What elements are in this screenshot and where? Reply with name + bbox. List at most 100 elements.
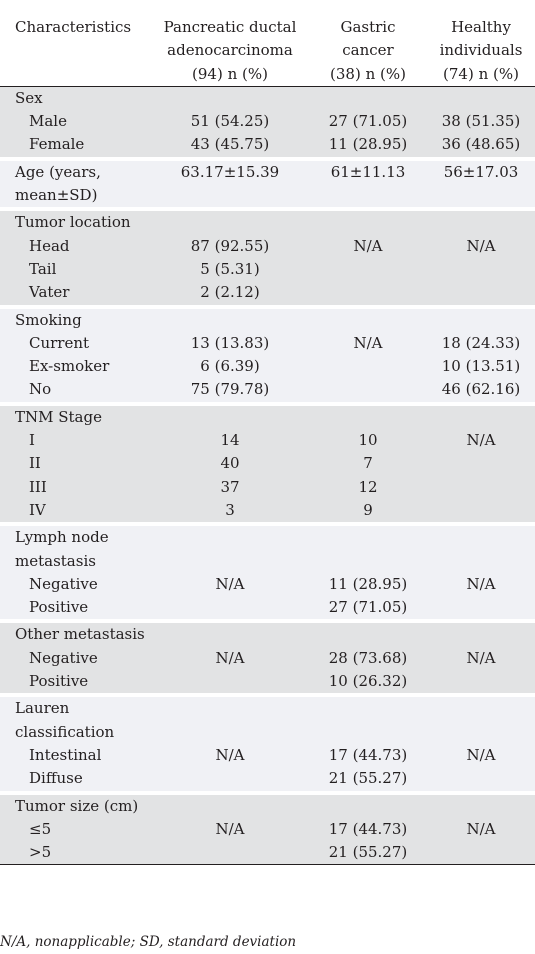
group-title: classification xyxy=(15,722,115,741)
value-cell-gastric: 10 7 12 9 xyxy=(309,405,427,527)
value-pdac: 87 (92.55) xyxy=(190,236,270,255)
value-healthy: N/A xyxy=(466,236,496,255)
row-label: Negative xyxy=(29,648,98,667)
header-gastric: Gastric cancer (38) n (%) xyxy=(309,0,427,87)
group-label-cell: Tumor size (cm) ≤5 >5 xyxy=(0,794,151,866)
group-title: Tumor size (cm) xyxy=(15,796,139,815)
value-cell-healthy: N/A xyxy=(427,211,535,309)
group-title: TNM Stage xyxy=(15,407,102,426)
table-group-row: Age (years, mean±SD) 63.17±15.39 61±11.13 56… xyxy=(0,160,535,212)
table-group-row: Lymph node metastasis Negative Positive N/A 1… xyxy=(0,526,535,624)
value-healthy: N/A xyxy=(466,819,496,838)
value-cell-pdac: N/A xyxy=(151,526,309,624)
table-container: Characteristics Pancreatic ductal adenoc… xyxy=(0,0,535,866)
row-label: Head xyxy=(29,236,70,255)
value-gastric: N/A xyxy=(353,236,383,255)
row-label: Male xyxy=(29,112,67,131)
group-title: metastasis xyxy=(15,551,96,570)
row-label: Positive xyxy=(29,672,89,691)
value-pdac: 6 (6.39) xyxy=(200,357,260,376)
table-group-row: Other metastasis Negative Positive N/A 28 (7… xyxy=(0,623,535,698)
table-group-row: Smoking Current Ex-smoker No 13 (13.83) 6 (6.… xyxy=(0,308,535,406)
row-label: >5 xyxy=(29,843,52,862)
row-label: III xyxy=(29,477,47,496)
value-gastric: N/A xyxy=(353,333,383,352)
value-pdac: 14 xyxy=(220,431,240,450)
value-gastric: 27 (71.05) xyxy=(328,112,408,131)
value-healthy: 56±17.03 xyxy=(443,162,519,181)
value-cell-pdac: N/A xyxy=(151,697,309,795)
value-cell-gastric: 11 (28.95) 27 (71.05) xyxy=(309,526,427,624)
row-label: Vater xyxy=(29,283,70,302)
value-cell-pdac: N/A xyxy=(151,623,309,698)
row-label: Female xyxy=(29,135,85,154)
value-cell-healthy: N/A xyxy=(427,623,535,698)
group-title: Other metastasis xyxy=(15,625,145,644)
value-cell-gastric: 17 (44.73) 21 (55.27) xyxy=(309,697,427,795)
header-healthy: Healthy individuals (74) n (%) xyxy=(427,0,535,87)
value-cell-gastric: 61±11.13 xyxy=(309,160,427,212)
group-label-cell: Tumor location Head Tail Vater xyxy=(0,211,151,309)
value-pdac: N/A xyxy=(215,574,245,593)
group-label-cell: Smoking Current Ex-smoker No xyxy=(0,308,151,406)
value-healthy: 18 (24.33) xyxy=(441,333,521,352)
table-group-row: Tumor size (cm) ≤5 >5 N/A 17 (44.73) 21 (55.2… xyxy=(0,794,535,866)
header-characteristics: Characteristics xyxy=(0,0,151,87)
value-gastric: 9 xyxy=(363,500,373,519)
value-cell-gastric: 28 (73.68) 10 (26.32) xyxy=(309,623,427,698)
row-label: No xyxy=(29,380,52,399)
value-cell-pdac: 51 (54.25) 43 (45.75) xyxy=(151,86,309,161)
value-cell-healthy: N/A xyxy=(427,405,535,527)
group-title: mean±SD) xyxy=(15,186,98,205)
value-pdac: N/A xyxy=(215,745,245,764)
value-gastric: 12 xyxy=(358,477,378,496)
header-row: Characteristics Pancreatic ductal adenoc… xyxy=(0,0,535,87)
table-group-row: Sex Male Female 51 (54.25) 43 (45.75) 27 (71.… xyxy=(0,86,535,161)
value-cell-healthy: 38 (51.35) 36 (48.65) xyxy=(427,86,535,161)
value-pdac: 43 (45.75) xyxy=(190,135,270,154)
group-title: Sex xyxy=(15,88,43,107)
value-gastric: 11 (28.95) xyxy=(328,574,408,593)
value-pdac: 2 (2.12) xyxy=(200,283,260,302)
row-label: Negative xyxy=(29,574,98,593)
value-gastric: 17 (44.73) xyxy=(328,745,408,764)
value-cell-pdac: 14 40 37 3 xyxy=(151,405,309,527)
value-gastric: 17 (44.73) xyxy=(328,819,408,838)
row-label: Positive xyxy=(29,598,89,617)
value-pdac: N/A xyxy=(215,819,245,838)
value-gastric: 11 (28.95) xyxy=(328,135,408,154)
value-healthy: 38 (51.35) xyxy=(441,112,521,131)
value-gastric: 21 (55.27) xyxy=(328,843,408,862)
value-gastric: 10 (26.32) xyxy=(328,672,408,691)
value-gastric: 7 xyxy=(363,454,373,473)
value-cell-pdac: 13 (13.83) 6 (6.39) 75 (79.78) xyxy=(151,308,309,406)
value-pdac: 40 xyxy=(220,454,240,473)
value-pdac: 37 xyxy=(220,477,240,496)
value-cell-gastric: 17 (44.73) 21 (55.27) xyxy=(309,794,427,866)
value-pdac: 13 (13.83) xyxy=(190,333,270,352)
table-footnote: N/A, nonapplicable; SD, standard deviati… xyxy=(0,934,297,950)
value-cell-healthy: 56±17.03 xyxy=(427,160,535,212)
group-title: Tumor location xyxy=(15,213,131,232)
table-group-row: TNM Stage I II III IV 14 40 37 3 10 7 12 9 N/A xyxy=(0,405,535,527)
value-healthy: 10 (13.51) xyxy=(441,357,521,376)
value-healthy: N/A xyxy=(466,745,496,764)
value-cell-pdac: 87 (92.55) 5 (5.31) 2 (2.12) xyxy=(151,211,309,309)
value-gastric: 28 (73.68) xyxy=(328,648,408,667)
group-title: Lauren xyxy=(15,699,70,718)
row-label: IV xyxy=(29,500,46,519)
group-title: Age (years, xyxy=(15,162,101,181)
value-gastric: 61±11.13 xyxy=(330,162,406,181)
value-pdac: N/A xyxy=(215,648,245,667)
row-label: Diffuse xyxy=(29,769,83,788)
group-label-cell: Sex Male Female xyxy=(0,86,151,161)
value-cell-healthy: N/A xyxy=(427,526,535,624)
group-title: Lymph node xyxy=(15,528,109,547)
table-group-row: Lauren classification Intestinal Diffuse N/A… xyxy=(0,697,535,795)
value-healthy: N/A xyxy=(466,431,496,450)
value-healthy: 36 (48.65) xyxy=(441,135,521,154)
value-cell-gastric: N/A xyxy=(309,308,427,406)
row-label: Ex-smoker xyxy=(29,357,110,376)
value-cell-pdac: N/A xyxy=(151,794,309,866)
value-gastric: 10 xyxy=(358,431,378,450)
